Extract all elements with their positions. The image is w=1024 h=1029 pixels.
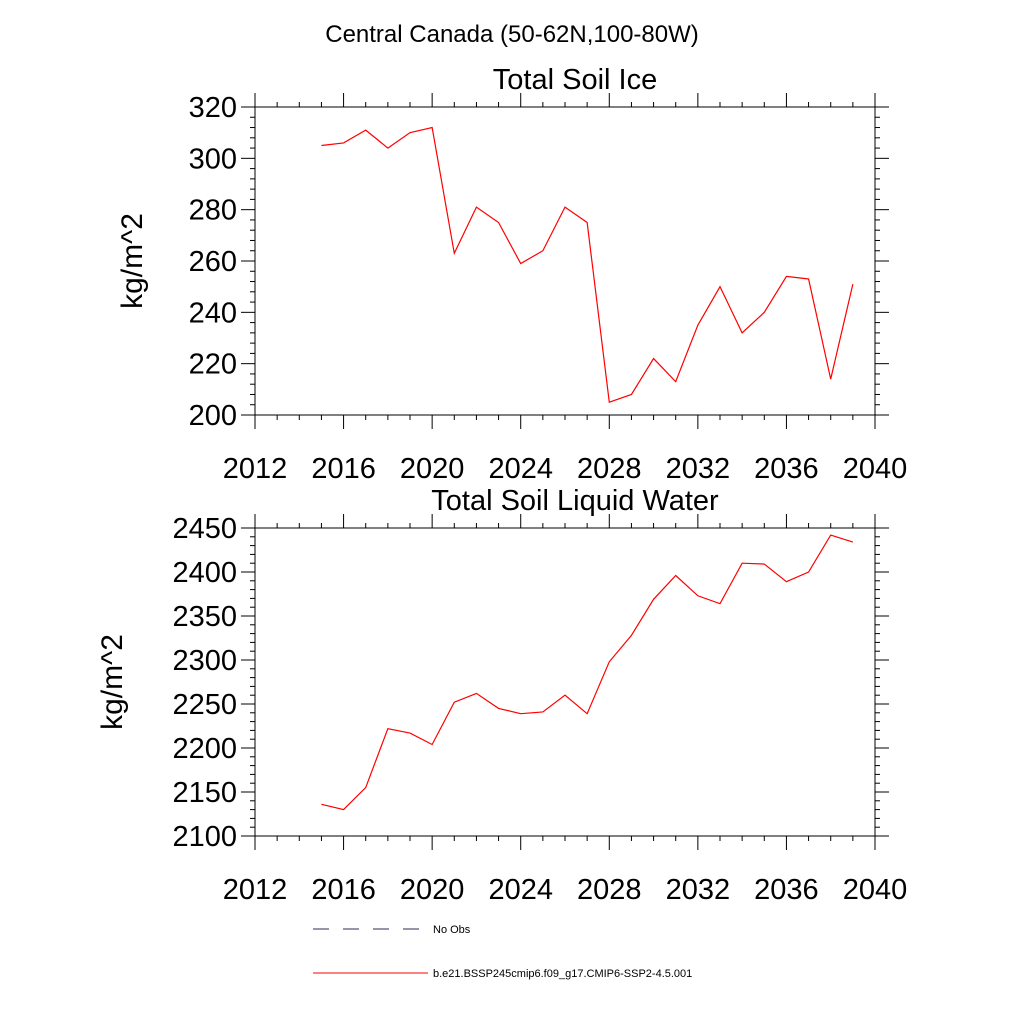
x-tick-label: 2032: [666, 453, 731, 485]
y-tick-label: 2200: [172, 733, 237, 765]
legend-entry-1: No Obs: [313, 924, 471, 936]
chart-title: Total Soil Liquid Water: [431, 485, 719, 517]
y-tick-label: 200: [189, 400, 237, 432]
y-tick-label: 2100: [172, 821, 237, 853]
y-tick-label: 320: [189, 92, 237, 124]
y-tick-label: 240: [189, 297, 237, 329]
legend: No Obs b.e21.BSSP245cmip6.f09_g17.CMIP6-S…: [313, 924, 692, 980]
y-tick-label: 280: [189, 195, 237, 227]
y-tick-label: 2250: [172, 689, 237, 721]
y-tick-label: 2300: [172, 645, 237, 677]
x-tick-label: 2032: [666, 874, 731, 906]
y-tick-label: 220: [189, 349, 237, 381]
x-tick-label: 2028: [577, 874, 642, 906]
x-tick-label: 2028: [577, 453, 642, 485]
y-tick-label: 2350: [172, 601, 237, 633]
x-tick-label: 2020: [400, 874, 465, 906]
y-tick-label: 2400: [172, 557, 237, 589]
x-tick-label: 2040: [843, 453, 908, 485]
y-axis-label: kg/m^2: [96, 634, 129, 730]
x-tick-label: 2024: [488, 874, 553, 906]
y-tick-label: 260: [189, 246, 237, 278]
y-axis-label: kg/m^2: [116, 213, 149, 309]
x-tick-label: 2024: [488, 453, 553, 485]
chart-panel-2: Total Soil Liquid Water 2012 2016 2020 2024 2…: [96, 485, 907, 906]
legend-label: No Obs: [433, 924, 471, 936]
y-tick-label: 2450: [172, 513, 237, 545]
x-tick-label: 2016: [311, 874, 376, 906]
chart-panel-1: Total Soil Ice 2012 2016 2020 2024 2028 2032 20…: [116, 64, 907, 485]
x-tick-label: 2036: [754, 874, 819, 906]
y-tick-label: 300: [189, 143, 237, 175]
x-tick-label: 2016: [311, 453, 376, 485]
series-line-1: [321, 534, 854, 811]
figure-title: Central Canada (50-62N,100-80W): [325, 21, 699, 48]
x-tick-label: 2020: [400, 453, 465, 485]
y-tick-label: 2150: [172, 777, 237, 809]
chart-title: Total Soil Ice: [493, 64, 657, 96]
x-tick-label: 2012: [223, 874, 288, 906]
x-tick-label: 2036: [754, 453, 819, 485]
series-line-1: [321, 126, 854, 403]
legend-label: b.e21.BSSP245cmip6.f09_g17.CMIP6-SSP2-4.…: [433, 968, 692, 980]
x-tick-label: 2012: [223, 453, 288, 485]
x-tick-label: 2040: [843, 874, 908, 906]
legend-entry-2: b.e21.BSSP245cmip6.f09_g17.CMIP6-SSP2-4.…: [313, 968, 692, 980]
